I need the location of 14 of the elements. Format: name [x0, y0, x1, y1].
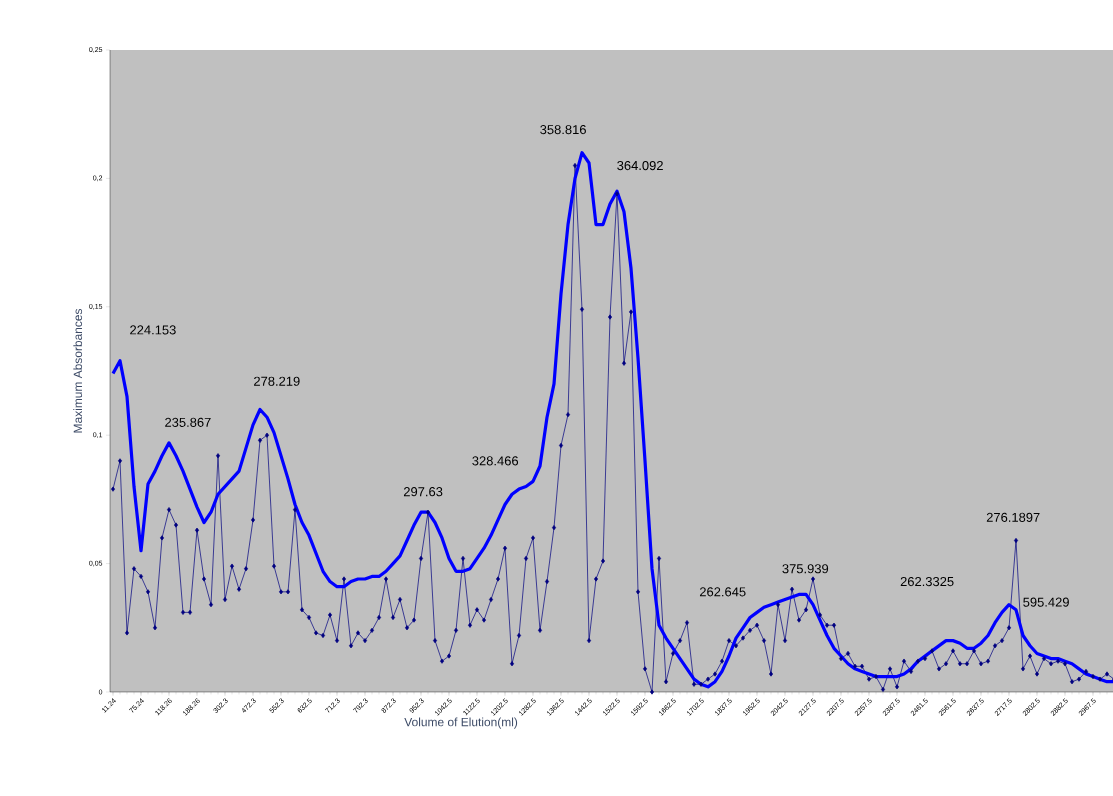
annotation: 358.816 [540, 125, 586, 135]
annotation: 262.3325 [900, 576, 954, 587]
annotation: 595.429 [1023, 597, 1069, 607]
annotation: 328.466 [472, 456, 519, 466]
annotation: 262.645 [699, 587, 746, 597]
annotation: 278.219 [254, 376, 300, 386]
annotation: 297.63 [403, 487, 443, 497]
annotation: 375.939 [782, 564, 829, 574]
annotation: 235.867 [165, 417, 211, 427]
annotation: 364.092 [617, 160, 663, 171]
x-axis-title: Volume of Elution(ml) [404, 717, 518, 729]
annotation: 276.1897 [986, 512, 1040, 522]
y-axis-title: Maximum Absorbances [73, 308, 83, 433]
annotation: 224.153 [130, 325, 176, 335]
